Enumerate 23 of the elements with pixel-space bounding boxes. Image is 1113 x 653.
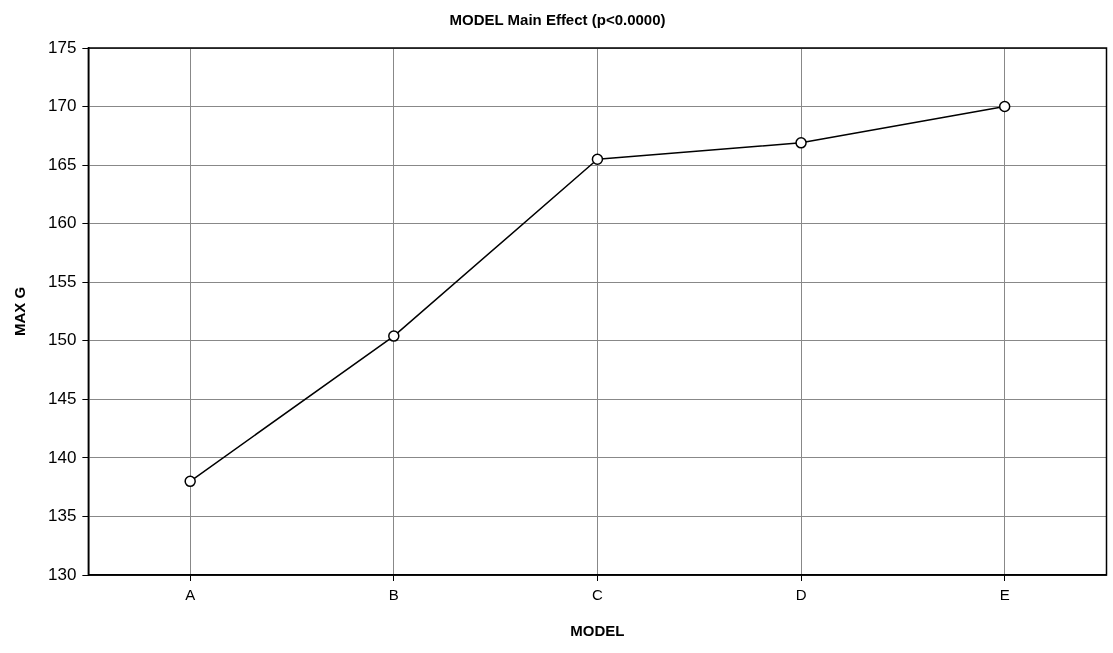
y-tick-label: 140 xyxy=(47,447,77,467)
x-tick-label: E xyxy=(999,586,1010,604)
y-tick-label: 145 xyxy=(47,389,77,409)
y-axis-title: MAX G xyxy=(11,286,29,337)
y-tick-label: 150 xyxy=(47,330,77,350)
y-tick-label: 155 xyxy=(47,271,77,291)
chart-title: MODEL Main Effect (p<0.0000) xyxy=(449,11,666,29)
point xyxy=(591,153,604,166)
x-tick-label: C xyxy=(592,586,604,604)
y-tick-label: 160 xyxy=(47,213,77,233)
point xyxy=(998,100,1011,113)
x-tick-label: A xyxy=(185,586,196,604)
y-tick-label: 130 xyxy=(47,564,77,584)
point xyxy=(184,475,196,488)
y-tick-label: 170 xyxy=(47,96,77,116)
y-tick-label: 135 xyxy=(47,506,77,526)
point xyxy=(388,330,400,342)
x-axis-title: MODEL xyxy=(570,622,625,640)
x-tick-label: B xyxy=(388,586,399,604)
y-tick-label: 175 xyxy=(47,37,77,57)
x-tick-label: D xyxy=(795,586,807,604)
y-tick-label: 165 xyxy=(47,154,77,174)
point xyxy=(795,137,807,149)
